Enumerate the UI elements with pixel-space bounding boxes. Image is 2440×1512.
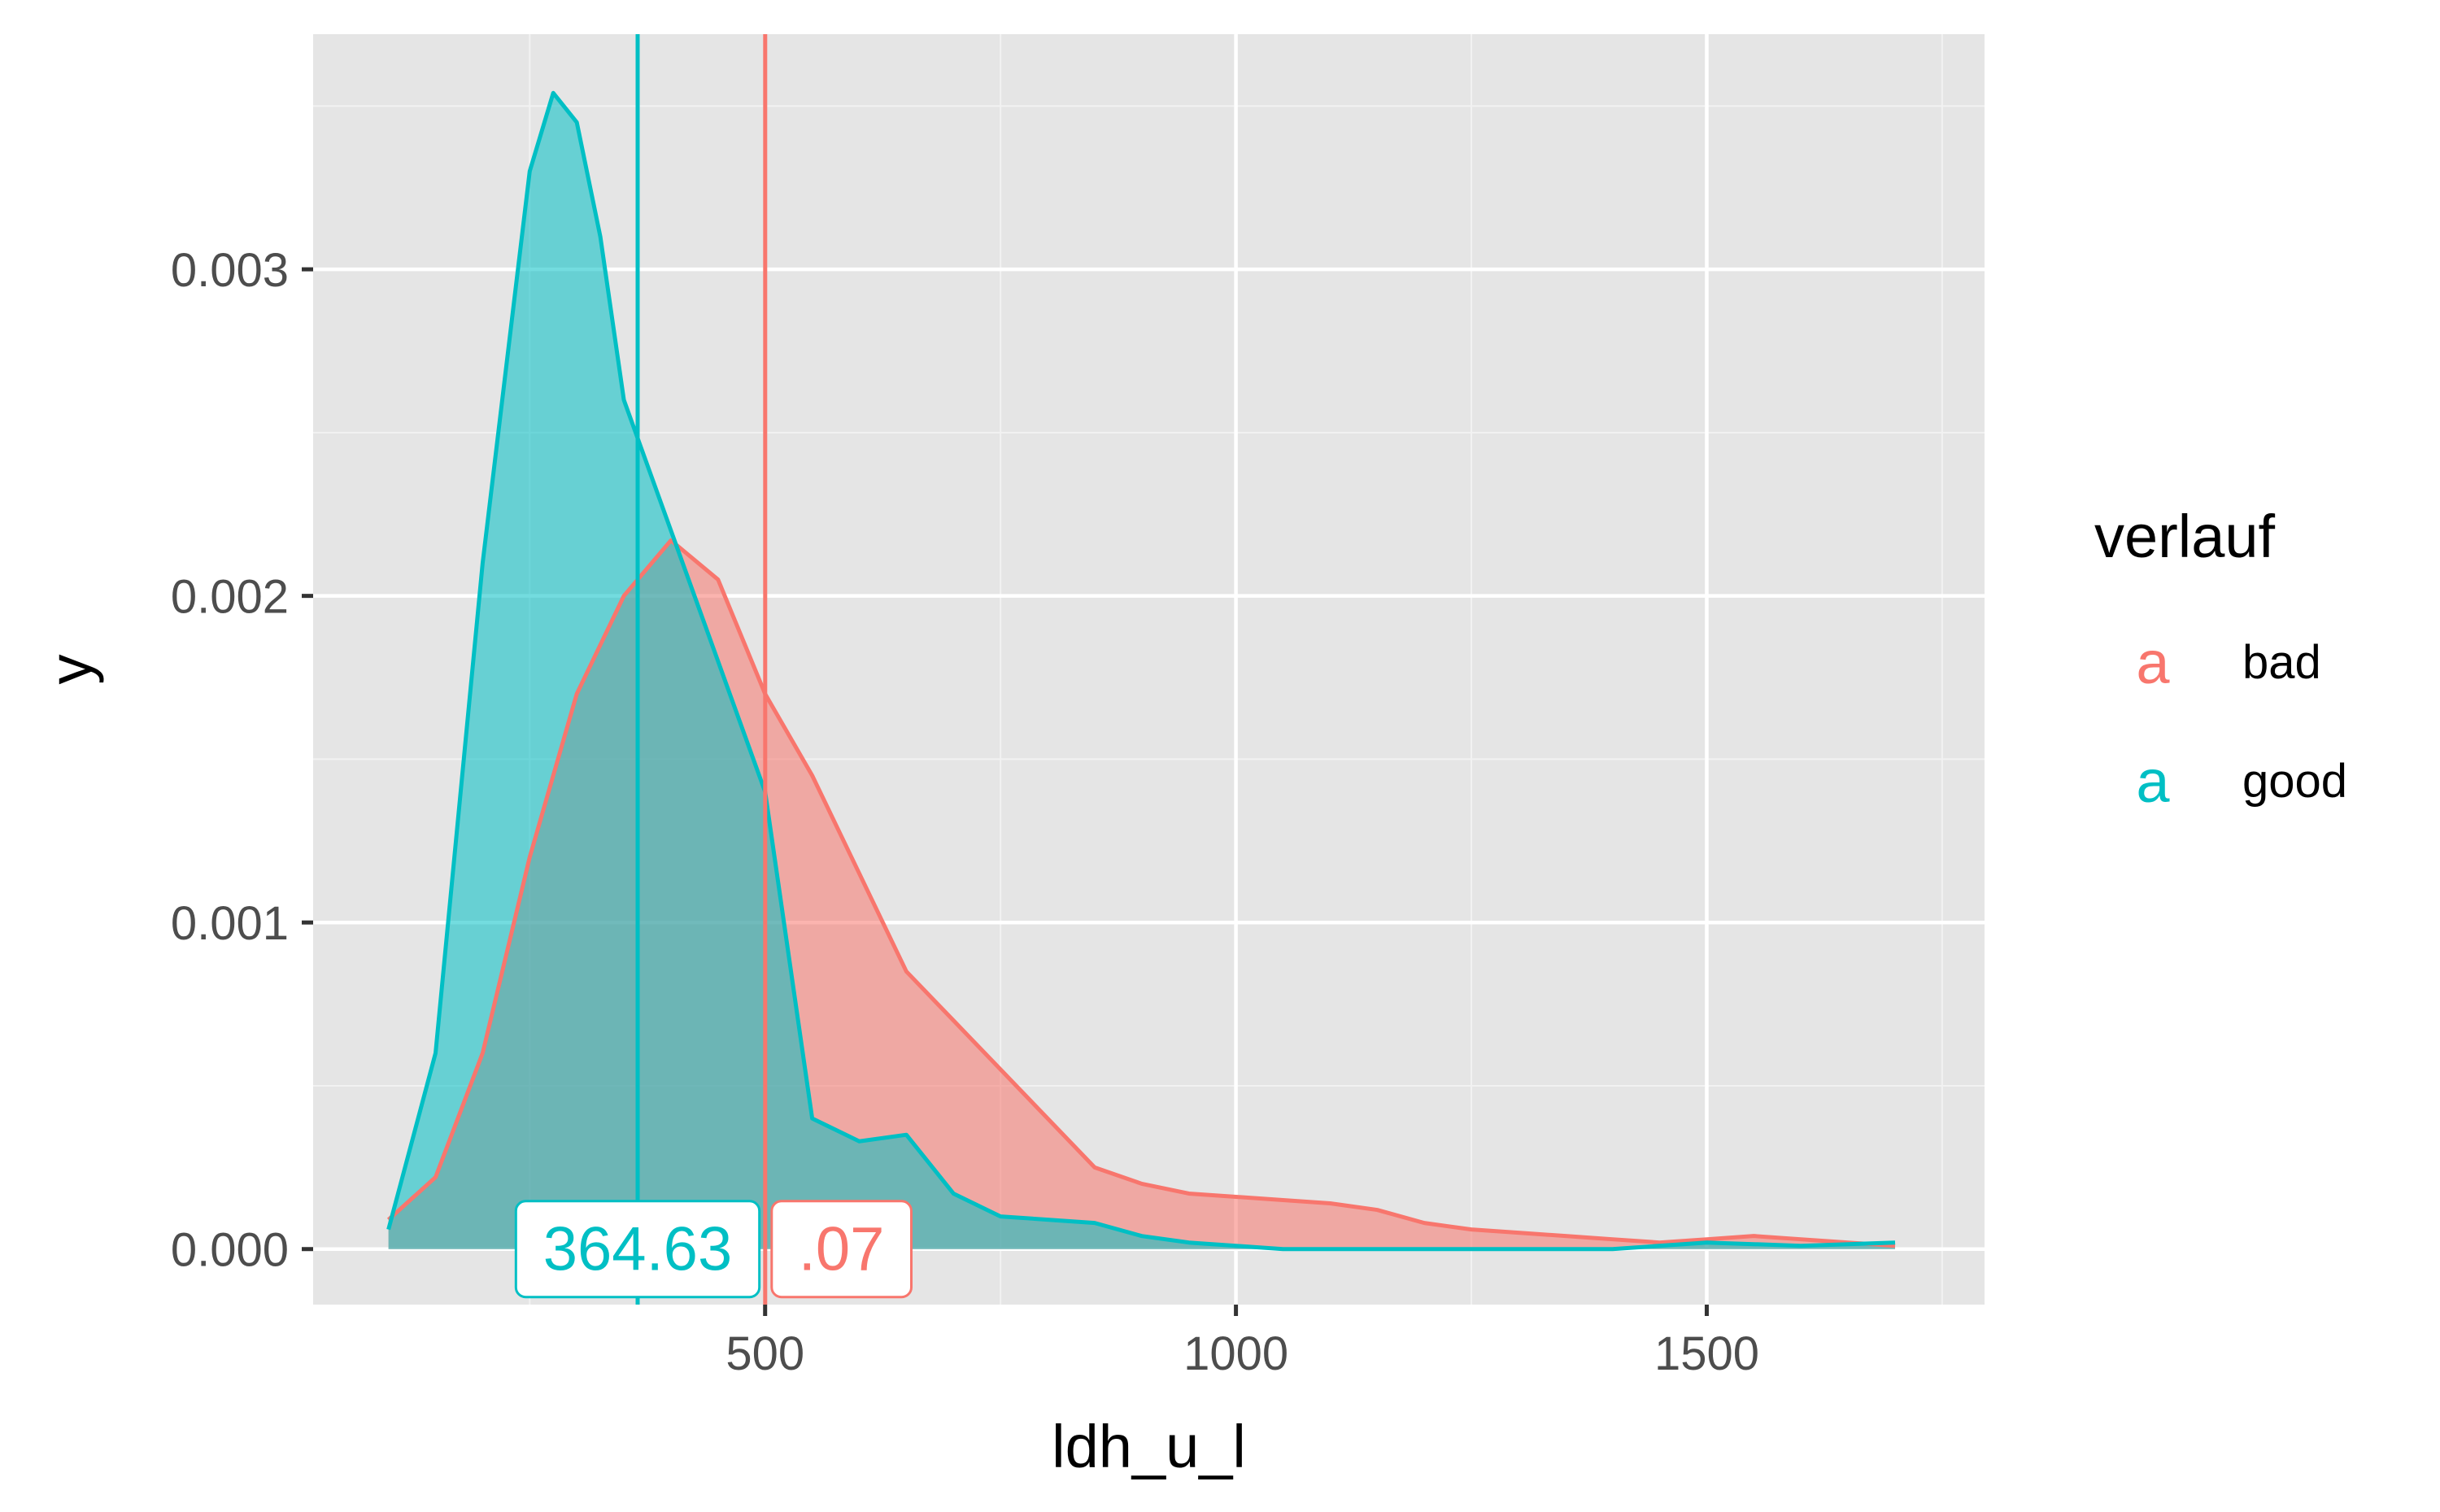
annotation-label-good: 364.63 (543, 1215, 732, 1284)
legend-key-bad: a (2136, 629, 2170, 696)
legend-label-bad: bad (2242, 636, 2321, 689)
y-tick-label: 0.001 (171, 897, 289, 950)
legend-title: verlauf (2094, 503, 2276, 570)
legend-label-good: good (2242, 755, 2347, 808)
annotation-box-good (514, 1200, 761, 1299)
density-line-good (386, 90, 1896, 1252)
x-axis-title: ldh_u_l (1052, 1413, 1246, 1480)
x-tick-label: 1000 (1183, 1327, 1288, 1380)
x-tick-label: 500 (725, 1327, 804, 1380)
annotation-box-bad (770, 1200, 913, 1299)
y-tick-label: 0.003 (171, 244, 289, 297)
x-tick-label: 1500 (1654, 1327, 1759, 1380)
annotation-label-bad: .07 (799, 1215, 885, 1284)
y-axis-title: y (37, 655, 104, 685)
y-tick-label: 0.000 (171, 1224, 289, 1277)
y-tick-label: 0.002 (171, 571, 289, 624)
legend-key-good: a (2136, 747, 2170, 815)
